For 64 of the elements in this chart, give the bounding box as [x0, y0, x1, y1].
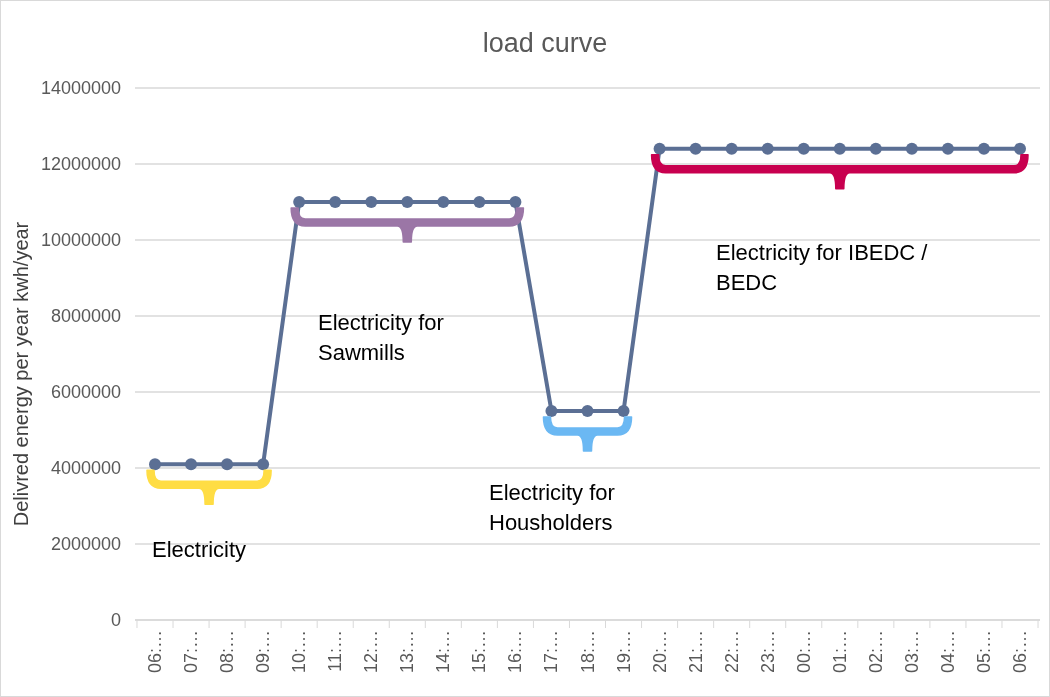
point [581, 405, 594, 417]
x-tick-label: 20:… [649, 630, 670, 674]
x-tick-label: 11:… [325, 630, 346, 672]
point [401, 196, 414, 208]
point [293, 196, 306, 208]
point [689, 142, 702, 155]
y-tick-label: 8000000 [50, 306, 121, 327]
point [977, 142, 990, 155]
x-tick-label: 07:… [181, 630, 202, 674]
point [617, 405, 630, 417]
point [905, 142, 918, 155]
point [797, 142, 810, 155]
x-tick-label: 16:… [505, 630, 526, 674]
y-tick-label: 14000000 [40, 78, 121, 99]
point [221, 458, 234, 471]
y-tick-label: 10000000 [40, 230, 121, 251]
annotation: Electricity for Sawmills [318, 310, 444, 365]
x-tick-label: 17:… [541, 630, 562, 674]
x-tick-label: 06:… [145, 630, 165, 674]
x-tick-label: 12:… [361, 630, 382, 674]
x-tick-label: 18:… [577, 630, 598, 674]
x-tick-label: 14:… [433, 630, 454, 674]
point [653, 142, 666, 155]
y-tick-label: 2000000 [50, 534, 121, 555]
point [545, 405, 558, 417]
annotation: Electricity for Housholders [489, 480, 615, 535]
y-tick-label: 0 [110, 610, 121, 631]
x-tick-label: 10:… [289, 630, 310, 674]
y-axis-title: Delivred energy per year kwh/year [10, 221, 32, 527]
point [1014, 142, 1026, 155]
x-tick-label: 03:… [901, 630, 922, 674]
x-tick-label: 02:… [865, 630, 886, 674]
point [509, 196, 522, 208]
x-tick-label: 13:… [397, 630, 418, 674]
point [365, 196, 378, 208]
x-tick-label: 06:… [1010, 630, 1030, 674]
chart-title: load curve [482, 28, 608, 58]
y-tick-label: 6000000 [50, 382, 121, 403]
point [329, 196, 342, 208]
annotation: Electricity for IBEDC / BEDC [716, 240, 929, 295]
point [473, 196, 486, 208]
point [437, 196, 450, 208]
x-tick-label: 04:… [937, 630, 958, 674]
x-tick-label: 01:… [829, 630, 850, 674]
point [941, 142, 954, 155]
y-tick-label: 12000000 [40, 154, 121, 175]
x-tick-label: 05:… [973, 630, 994, 674]
x-tick-label: 23:… [757, 630, 778, 674]
point [761, 142, 774, 155]
point [185, 458, 198, 471]
x-tick-label: 19:… [613, 630, 634, 674]
x-tick-label: 08:… [217, 630, 238, 674]
point [833, 142, 846, 155]
x-tick-label: 00:… [793, 630, 814, 674]
x-tick-label: 15:… [469, 630, 490, 674]
y-tick-label: 4000000 [50, 458, 121, 479]
annotation: Electricity [152, 537, 247, 562]
point [869, 142, 882, 155]
point [257, 458, 270, 471]
x-tick-label: 09:… [253, 630, 274, 674]
point [149, 458, 161, 471]
x-tick-label: 22:… [721, 630, 742, 674]
x-tick-label: 21:… [685, 630, 706, 674]
point [725, 142, 738, 155]
